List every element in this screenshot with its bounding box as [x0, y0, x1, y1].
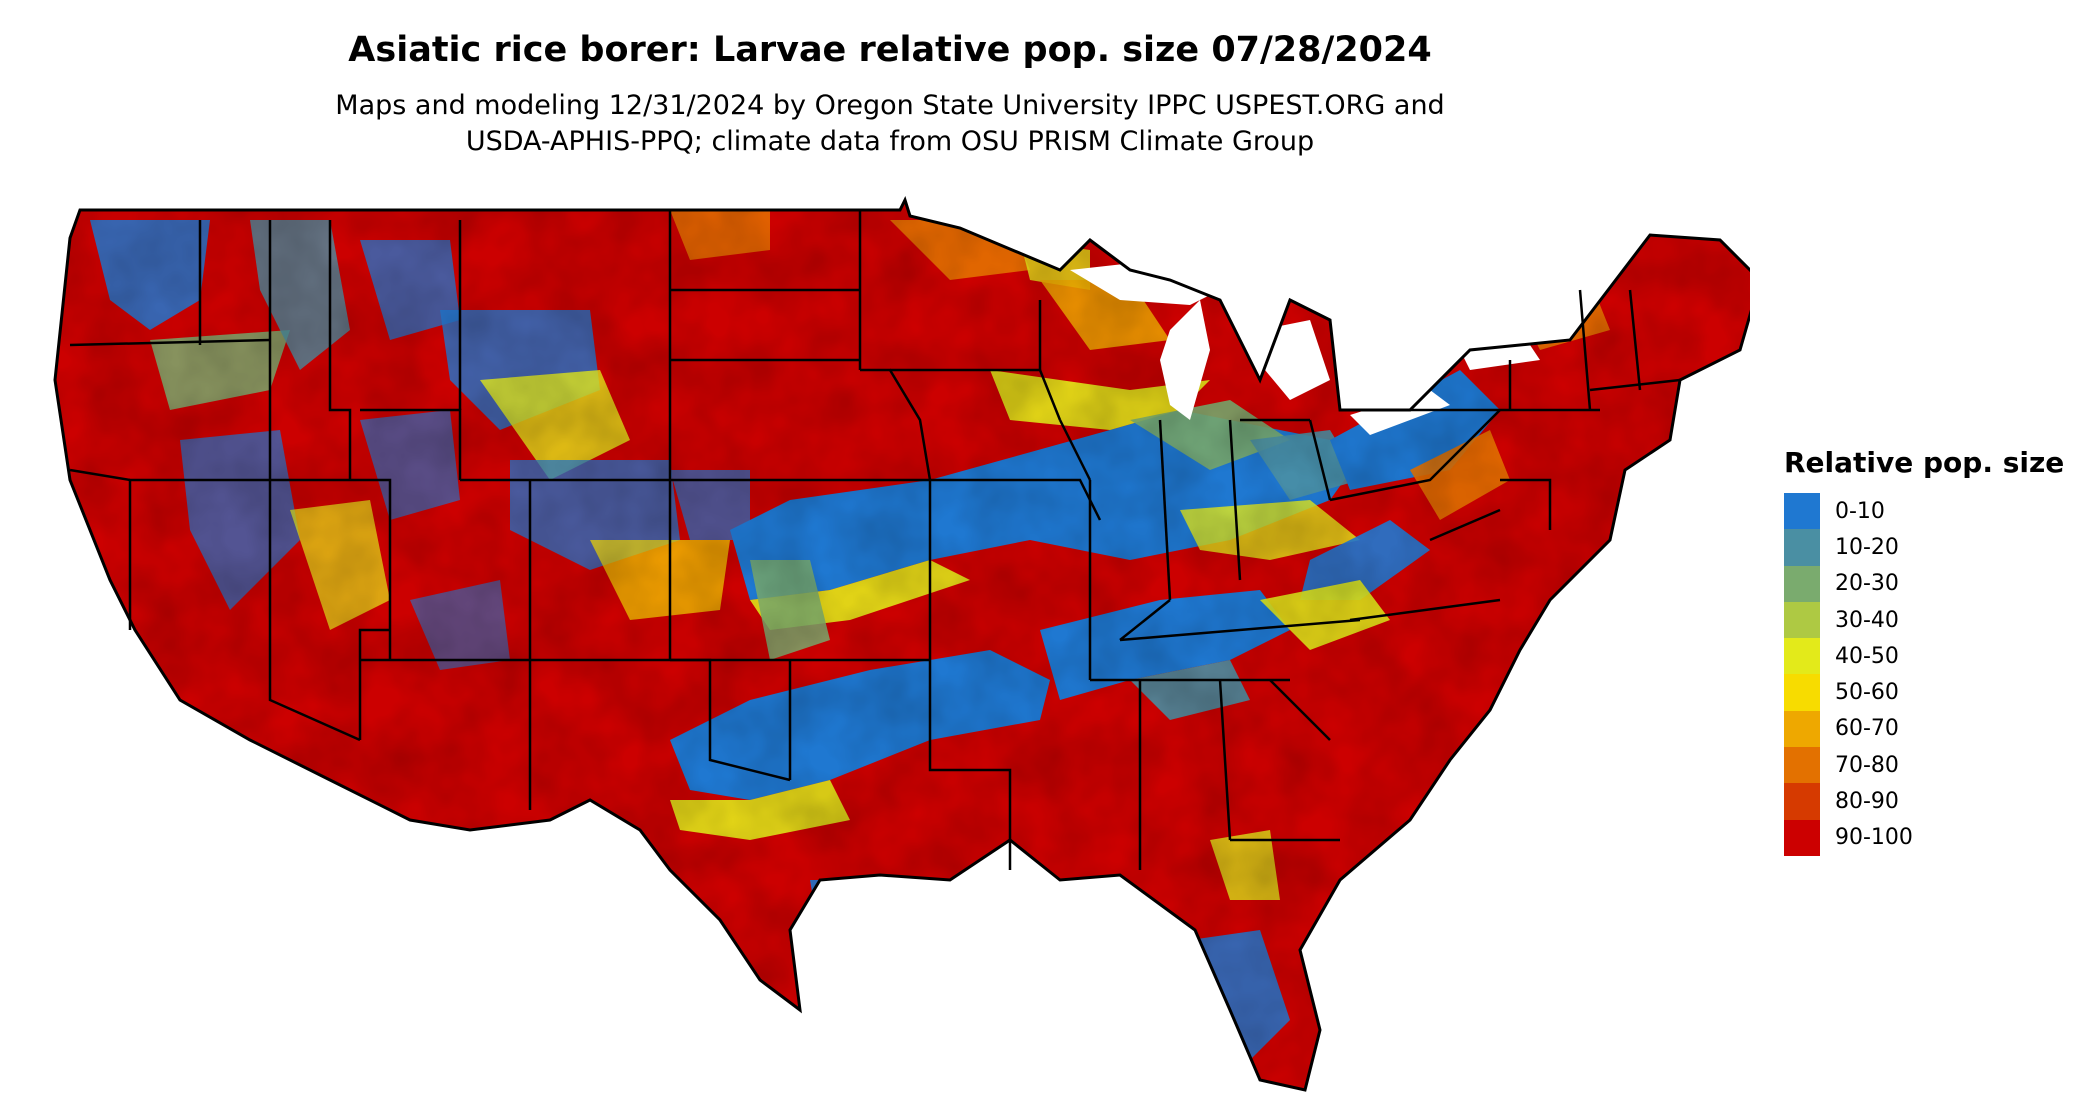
legend-item: 70-80: [1784, 747, 2064, 784]
legend-item: 50-60: [1784, 674, 2064, 711]
legend-label: 60-70: [1835, 716, 1899, 742]
state-boundaries: [53, 198, 1750, 1092]
legend-swatch: [1784, 565, 1820, 602]
legend-swatch: [1784, 529, 1820, 566]
legend-swatch: [1784, 710, 1820, 748]
legend-label: 90-100: [1835, 825, 1913, 851]
legend-item: 80-90: [1784, 783, 2064, 820]
legend-item: 30-40: [1784, 601, 2064, 639]
legend-item: 20-30: [1784, 565, 2064, 602]
legend: Relative pop. size 0-10 10-20 20-30 30-4…: [1784, 446, 2064, 856]
legend-swatch: [1784, 601, 1820, 639]
legend-swatch: [1784, 819, 1820, 856]
legend-swatch: [1784, 493, 1820, 530]
legend-swatch: [1784, 638, 1820, 675]
map-subtitle-line-1: Maps and modeling 12/31/2024 by Oregon S…: [335, 90, 1445, 121]
us-map: [30, 180, 1750, 1110]
us-map-svg: [53, 198, 1750, 1092]
legend-label: 80-90: [1835, 789, 1899, 815]
legend-item: 40-50: [1784, 638, 2064, 675]
legend-swatch: [1784, 674, 1820, 711]
legend-item: 10-20: [1784, 529, 2064, 566]
legend-item: 0-10: [1784, 493, 2064, 530]
legend-label: 40-50: [1835, 643, 1899, 669]
legend-label: 10-20: [1835, 534, 1899, 560]
map-title: Asiatic rice borer: Larvae relative pop.…: [348, 30, 1432, 70]
legend-item: 60-70: [1784, 710, 2064, 748]
population-raster: [55, 200, 1750, 1090]
legend-item: 90-100: [1784, 819, 2064, 856]
legend-label: 50-60: [1835, 680, 1899, 706]
legend-label: 20-30: [1835, 571, 1899, 597]
legend-label: 30-40: [1835, 607, 1899, 633]
legend-label: 0-10: [1835, 498, 1885, 524]
legend-label: 70-80: [1835, 752, 1899, 778]
great-lakes: [1070, 260, 1540, 435]
legend-swatch: [1784, 783, 1820, 820]
map-subtitle-line-2: USDA-APHIS-PPQ; climate data from OSU PR…: [465, 126, 1315, 157]
legend-swatch: [1784, 747, 1820, 784]
legend-title: Relative pop. size: [1784, 446, 2065, 479]
